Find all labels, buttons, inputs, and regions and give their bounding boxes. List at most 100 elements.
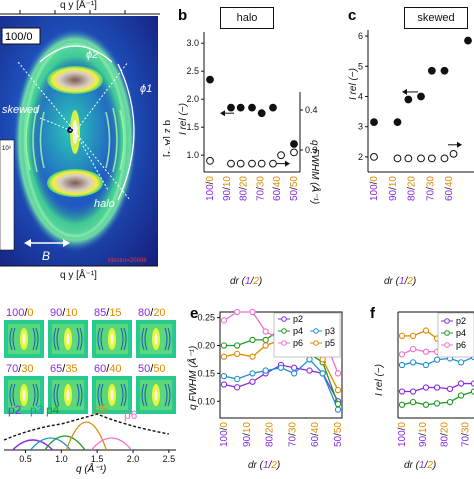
- data-point: [370, 152, 378, 161]
- peak-label: p5: [94, 402, 108, 416]
- series-point-p3: [409, 359, 417, 366]
- grid-thumbnail-arc: [79, 383, 83, 407]
- data-point: [464, 36, 472, 45]
- y-right-tick-label: 0.3: [305, 145, 318, 155]
- series-point-p3: [433, 356, 441, 363]
- series-point-p2: [249, 378, 256, 385]
- x-tick-label: 60/40: [444, 176, 455, 201]
- grid-thumbnail-arc: [9, 383, 13, 407]
- x-axis-label: dr (1/2): [248, 460, 280, 471]
- profile-total: [3, 413, 169, 441]
- series-point-p4: [398, 401, 406, 408]
- peak-label: p6: [124, 408, 138, 422]
- legend-label-p4: p4: [293, 326, 303, 336]
- grid-thumbnail-arc: [164, 383, 168, 407]
- data-point: [236, 103, 245, 112]
- grid-ratio-label: 70/30: [6, 363, 34, 375]
- x-tick-label: 90/10: [388, 176, 399, 201]
- grid-thumbnail-arc: [97, 327, 101, 351]
- grid-thumbnail-arc: [56, 327, 60, 351]
- panel-b-ylabel-right: q FWHM (Å⁻¹): [309, 140, 322, 204]
- data-point: [206, 75, 214, 84]
- grid-thumbnail-arc: [56, 383, 60, 407]
- panel-a: q y [Å⁻¹] 100/0 ϕ2 ϕ1: [0, 0, 175, 300]
- legend-box: [437, 312, 474, 358]
- data-point: [277, 151, 285, 160]
- x-tick-label: 90/10: [418, 422, 429, 447]
- x-tick-label: 80/20: [265, 422, 276, 447]
- series-point-p4: [249, 336, 256, 344]
- panel-b: b I rel (−) q FWHM (Å⁻¹) 3.0 2.5 2.0 1.5 1.0…: [172, 0, 332, 300]
- panel-e-letter: e: [190, 305, 198, 322]
- grid-thumbnail-center: [154, 389, 158, 401]
- series-point-p5: [409, 332, 417, 339]
- panel-e-ylabel: q FWHM (Å⁻¹): [186, 346, 199, 410]
- series-point-p5: [234, 350, 241, 357]
- y-tick-label: 3: [358, 122, 363, 132]
- series-point-p2: [291, 364, 298, 371]
- series-point-p5: [398, 332, 406, 339]
- legend-marker-p4: [281, 328, 287, 334]
- skewed-label: skewed: [2, 104, 40, 116]
- data-point: [269, 103, 277, 112]
- grid-thumbnail-arc: [9, 327, 13, 351]
- data-point: [427, 154, 436, 163]
- grid-thumbnail-arc: [164, 327, 168, 351]
- series-point-p4: [220, 342, 228, 349]
- x-tick-label: 80/20: [407, 176, 418, 201]
- y-tick-label: 5: [358, 61, 363, 71]
- panel-f: f I rel (−) p2 p4 p6 100/0 90/10 80/20 70/30 dr…: [352, 300, 474, 474]
- grid-thumbnail-arc: [100, 327, 104, 351]
- series-point-p4: [470, 388, 474, 395]
- series-point-p5: [220, 353, 228, 360]
- y-tick-label: 2.0: [186, 94, 199, 104]
- panel-b-chart: b I rel (−) q FWHM (Å⁻¹) 3.0 2.5 2.0 1.5 1.0…: [178, 7, 322, 287]
- x-tick-label: 80/20: [439, 422, 450, 447]
- x-axis-label: dr (1/2): [230, 276, 262, 287]
- series-point-p2: [398, 388, 406, 395]
- panel-d: 100/0 90/10 85/15 80/20 70/30 65/35 60/40 50/50…: [0, 300, 178, 475]
- grid-thumbnail-center: [110, 333, 114, 345]
- data-point: [236, 159, 245, 168]
- legend-marker-p6: [281, 340, 287, 346]
- x-tick-label: 100/0: [397, 422, 408, 447]
- series-point-p3: [277, 364, 285, 371]
- x-tick-label: 1.5: [91, 454, 104, 464]
- series-point-p5: [334, 386, 342, 394]
- profile-peak: [44, 435, 86, 451]
- arrow-left-head: [220, 110, 225, 117]
- peak-label: p3: [30, 403, 44, 417]
- data-point: [290, 140, 298, 148]
- grid-thumbnail-arc: [53, 327, 57, 351]
- series-point-p3: [249, 370, 256, 377]
- series-point-p3: [262, 367, 269, 374]
- series-point-p6: [398, 351, 406, 358]
- x-tick-label: 2.0: [127, 454, 140, 464]
- panel-c-ylabel: I rel (−): [348, 68, 359, 100]
- grid-thumbnail-center: [66, 333, 70, 345]
- series-point-p4: [433, 400, 441, 407]
- ratio-label: 100/0: [5, 31, 33, 43]
- data-point: [269, 159, 277, 168]
- series-point-p3: [306, 356, 313, 363]
- grid-thumbnail-arc: [53, 383, 57, 407]
- data-point: [404, 154, 413, 163]
- grid-thumbnail-arc: [141, 327, 145, 351]
- series-point-p5: [319, 356, 326, 363]
- side-tick: 10³: [2, 146, 11, 152]
- phi1-arc: [117, 63, 135, 201]
- series-point-p4: [234, 342, 241, 349]
- y-tick-label: 0.25: [197, 313, 215, 323]
- data-point: [227, 159, 235, 168]
- data-point: [440, 154, 449, 163]
- series-point-p2: [446, 385, 454, 392]
- panel-e: e q FWHM (Å⁻¹) 0.25 0.20 0.15 0.10 p2 p3 p4 p5 p…: [182, 300, 350, 474]
- peak-label: p4: [46, 403, 60, 417]
- grid-thumbnail-arc: [141, 383, 145, 407]
- x-tick-label: 50/50: [289, 176, 300, 201]
- grid-thumbnail-arc: [97, 383, 101, 407]
- grid-thumbnail-arc: [123, 383, 127, 407]
- series-point-p6: [409, 345, 417, 353]
- grid-ratio-label: 80/20: [138, 307, 166, 319]
- series-point-p2: [234, 384, 241, 391]
